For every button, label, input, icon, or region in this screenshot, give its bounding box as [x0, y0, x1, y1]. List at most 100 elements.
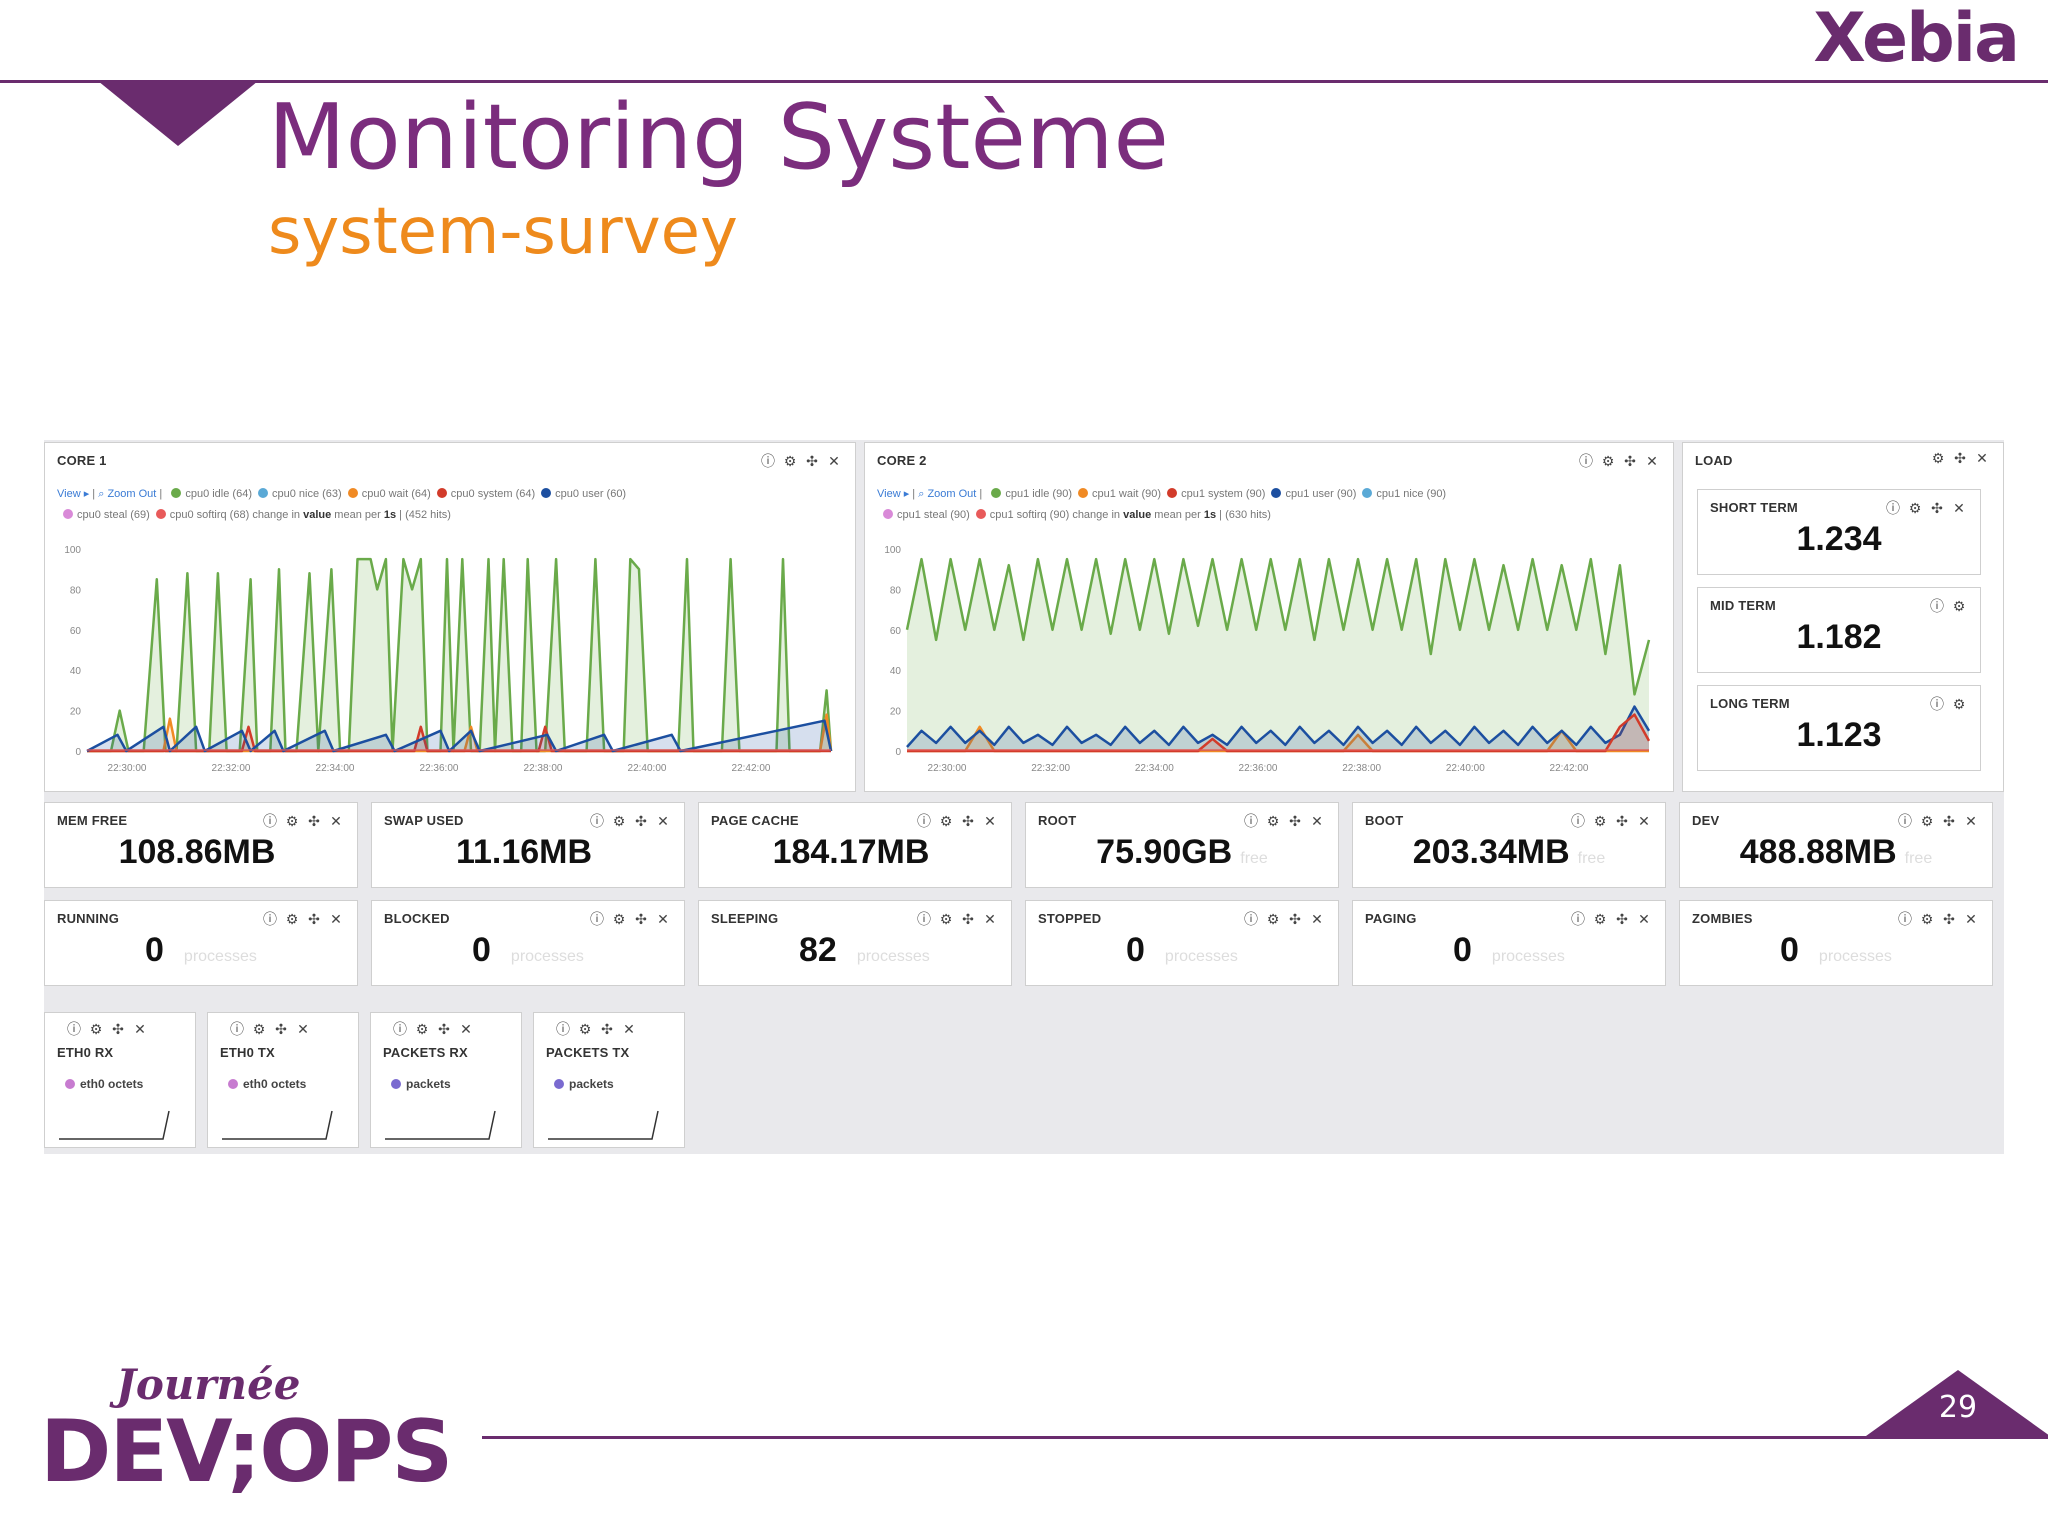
- settings-icon[interactable]: ⚙: [939, 814, 953, 830]
- info-icon[interactable]: ⓘ: [1244, 912, 1258, 928]
- info-icon[interactable]: ⓘ: [263, 814, 277, 830]
- legend-item[interactable]: cpu0 steal (69): [57, 509, 150, 521]
- settings-icon[interactable]: ⚙: [415, 1022, 429, 1038]
- move-icon[interactable]: ✣: [806, 454, 818, 470]
- legend-item[interactable]: cpu0 nice (63): [252, 488, 342, 500]
- close-icon[interactable]: ✕: [1965, 814, 1977, 830]
- close-icon[interactable]: ✕: [297, 1022, 309, 1038]
- legend-item[interactable]: cpu0 system (64): [431, 488, 535, 500]
- legend-item[interactable]: cpu1 steal (90): [877, 509, 970, 521]
- move-icon[interactable]: ✣: [1943, 814, 1955, 830]
- close-icon[interactable]: ✕: [330, 912, 342, 928]
- close-icon[interactable]: ✕: [330, 814, 342, 830]
- info-icon[interactable]: ⓘ: [263, 912, 277, 928]
- close-icon[interactable]: ✕: [1638, 814, 1650, 830]
- view-menu[interactable]: View ▸: [877, 488, 910, 500]
- info-icon[interactable]: ⓘ: [230, 1022, 244, 1038]
- settings-icon[interactable]: ⚙: [939, 912, 953, 928]
- move-icon[interactable]: ✣: [1954, 451, 1966, 467]
- info-icon[interactable]: ⓘ: [917, 814, 931, 830]
- settings-icon[interactable]: ⚙: [1601, 454, 1615, 470]
- info-icon[interactable]: ⓘ: [67, 1022, 81, 1038]
- move-icon[interactable]: ✣: [308, 814, 320, 830]
- info-icon[interactable]: ⓘ: [1930, 599, 1944, 615]
- settings-icon[interactable]: ⚙: [1908, 501, 1922, 517]
- legend-item[interactable]: cpu1 nice (90): [1356, 488, 1446, 500]
- legend-item[interactable]: cpu0 wait (64): [342, 488, 431, 500]
- settings-icon[interactable]: ⚙: [612, 814, 626, 830]
- legend-item[interactable]: cpu1 system (90): [1161, 488, 1265, 500]
- settings-icon[interactable]: ⚙: [1593, 912, 1607, 928]
- info-icon[interactable]: ⓘ: [1579, 454, 1593, 470]
- series-line-cpu1-user[interactable]: [906, 705, 1651, 748]
- legend-item[interactable]: cpu0 softirq (68): [150, 509, 249, 521]
- settings-icon[interactable]: ⚙: [1952, 697, 1966, 713]
- legend-item[interactable]: cpu0 idle (64): [165, 488, 252, 500]
- settings-icon[interactable]: ⚙: [1952, 599, 1966, 615]
- close-icon[interactable]: ✕: [1953, 501, 1965, 517]
- move-icon[interactable]: ✣: [1616, 814, 1628, 830]
- close-icon[interactable]: ✕: [828, 454, 840, 470]
- move-icon[interactable]: ✣: [601, 1022, 613, 1038]
- zoom-out-button[interactable]: ⌕ Zoom Out: [918, 488, 977, 500]
- close-icon[interactable]: ✕: [984, 814, 996, 830]
- info-icon[interactable]: ⓘ: [1930, 697, 1944, 713]
- close-icon[interactable]: ✕: [1976, 451, 1988, 467]
- close-icon[interactable]: ✕: [657, 912, 669, 928]
- move-icon[interactable]: ✣: [1943, 912, 1955, 928]
- settings-icon[interactable]: ⚙: [1266, 814, 1280, 830]
- info-icon[interactable]: ⓘ: [1886, 501, 1900, 517]
- close-icon[interactable]: ✕: [1646, 454, 1658, 470]
- move-icon[interactable]: ✣: [1616, 912, 1628, 928]
- settings-icon[interactable]: ⚙: [285, 912, 299, 928]
- legend-item[interactable]: cpu1 user (90): [1265, 488, 1356, 500]
- move-icon[interactable]: ✣: [308, 912, 320, 928]
- close-icon[interactable]: ✕: [460, 1022, 472, 1038]
- info-icon[interactable]: ⓘ: [556, 1022, 570, 1038]
- info-icon[interactable]: ⓘ: [1898, 912, 1912, 928]
- close-icon[interactable]: ✕: [134, 1022, 146, 1038]
- move-icon[interactable]: ✣: [1289, 814, 1301, 830]
- settings-icon[interactable]: ⚙: [612, 912, 626, 928]
- close-icon[interactable]: ✕: [657, 814, 669, 830]
- close-icon[interactable]: ✕: [984, 912, 996, 928]
- settings-icon[interactable]: ⚙: [89, 1022, 103, 1038]
- info-icon[interactable]: ⓘ: [1244, 814, 1258, 830]
- info-icon[interactable]: ⓘ: [590, 814, 604, 830]
- settings-icon[interactable]: ⚙: [1920, 912, 1934, 928]
- series-line-cpu0-user[interactable]: [86, 719, 833, 753]
- info-icon[interactable]: ⓘ: [1898, 814, 1912, 830]
- settings-icon[interactable]: ⚙: [1920, 814, 1934, 830]
- close-icon[interactable]: ✕: [1311, 912, 1323, 928]
- series-line-cpu1-idle[interactable]: [905, 557, 1651, 696]
- zoom-out-button[interactable]: ⌕ Zoom Out: [98, 488, 157, 500]
- move-icon[interactable]: ✣: [962, 912, 974, 928]
- settings-icon[interactable]: ⚙: [252, 1022, 266, 1038]
- settings-icon[interactable]: ⚙: [285, 814, 299, 830]
- move-icon[interactable]: ✣: [962, 814, 974, 830]
- move-icon[interactable]: ✣: [438, 1022, 450, 1038]
- move-icon[interactable]: ✣: [1624, 454, 1636, 470]
- move-icon[interactable]: ✣: [275, 1022, 287, 1038]
- close-icon[interactable]: ✕: [623, 1022, 635, 1038]
- info-icon[interactable]: ⓘ: [761, 454, 775, 470]
- move-icon[interactable]: ✣: [112, 1022, 124, 1038]
- core2-chart[interactable]: 100 80 60 40 20 0 22:30:00 22:32:00 22:34:00 22:3…: [871, 543, 1669, 783]
- settings-icon[interactable]: ⚙: [1931, 451, 1945, 467]
- info-icon[interactable]: ⓘ: [917, 912, 931, 928]
- settings-icon[interactable]: ⚙: [1266, 912, 1280, 928]
- info-icon[interactable]: ⓘ: [393, 1022, 407, 1038]
- view-menu[interactable]: View ▸: [57, 488, 90, 500]
- close-icon[interactable]: ✕: [1311, 814, 1323, 830]
- core1-chart[interactable]: 100 80 60 40 20 0 22:30:00 22:32:00 22:34:00 22:3…: [51, 543, 851, 783]
- info-icon[interactable]: ⓘ: [590, 912, 604, 928]
- settings-icon[interactable]: ⚙: [578, 1022, 592, 1038]
- info-icon[interactable]: ⓘ: [1571, 814, 1585, 830]
- move-icon[interactable]: ✣: [1289, 912, 1301, 928]
- legend-item[interactable]: cpu1 wait (90): [1072, 488, 1161, 500]
- move-icon[interactable]: ✣: [1931, 501, 1943, 517]
- settings-icon[interactable]: ⚙: [1593, 814, 1607, 830]
- settings-icon[interactable]: ⚙: [783, 454, 797, 470]
- legend-item[interactable]: cpu0 user (60): [535, 488, 626, 500]
- info-icon[interactable]: ⓘ: [1571, 912, 1585, 928]
